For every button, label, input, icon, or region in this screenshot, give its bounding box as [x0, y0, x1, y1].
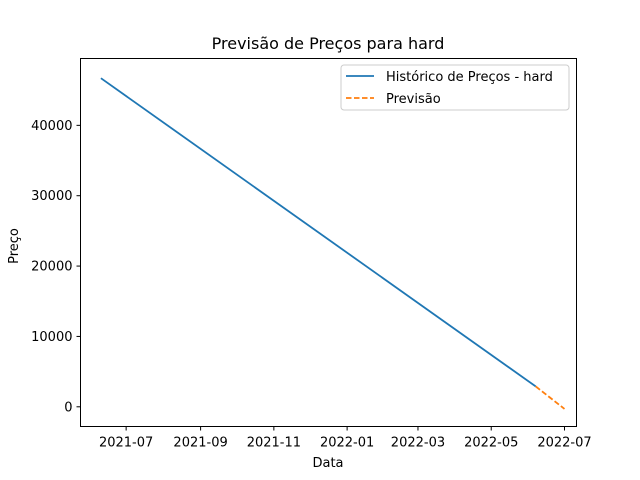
x-tick-label: 2021-09: [173, 436, 227, 451]
legend-label-historico: Histórico de Preços - hard: [386, 70, 553, 85]
y-tick-label: 10000: [31, 330, 72, 345]
x-tick-label: 2021-11: [247, 436, 301, 451]
y-tick-label: 20000: [31, 260, 72, 275]
plot-layer: [100, 77, 566, 410]
y-tick-label: 30000: [31, 189, 72, 204]
x-tick-label: 2021-07: [99, 436, 153, 451]
x-axis-title: Data: [312, 456, 343, 471]
y-tick-label: 0: [64, 400, 72, 415]
x-tick-label: 2022-03: [391, 436, 445, 451]
x-tick-label: 2022-01: [320, 436, 374, 451]
x-tick-label: 2022-07: [537, 436, 591, 451]
y-axis-title: Preço: [7, 228, 22, 264]
chart-title: Previsão de Preços para hard: [212, 34, 445, 53]
series-line-0: [100, 77, 537, 388]
plot-frame: [80, 58, 577, 427]
legend-label-previsao: Previsão: [386, 92, 441, 107]
axes-layer: 2021-07 2021-09 2021-11 2022-01 2022-03 2022-…: [31, 119, 592, 451]
series-line-1: [535, 385, 566, 410]
legend-box: [340, 64, 570, 111]
y-tick-label: 40000: [31, 119, 72, 134]
x-tick-label: 2022-05: [464, 436, 518, 451]
legend: Histórico de Preços - hard Previsão: [340, 64, 570, 111]
